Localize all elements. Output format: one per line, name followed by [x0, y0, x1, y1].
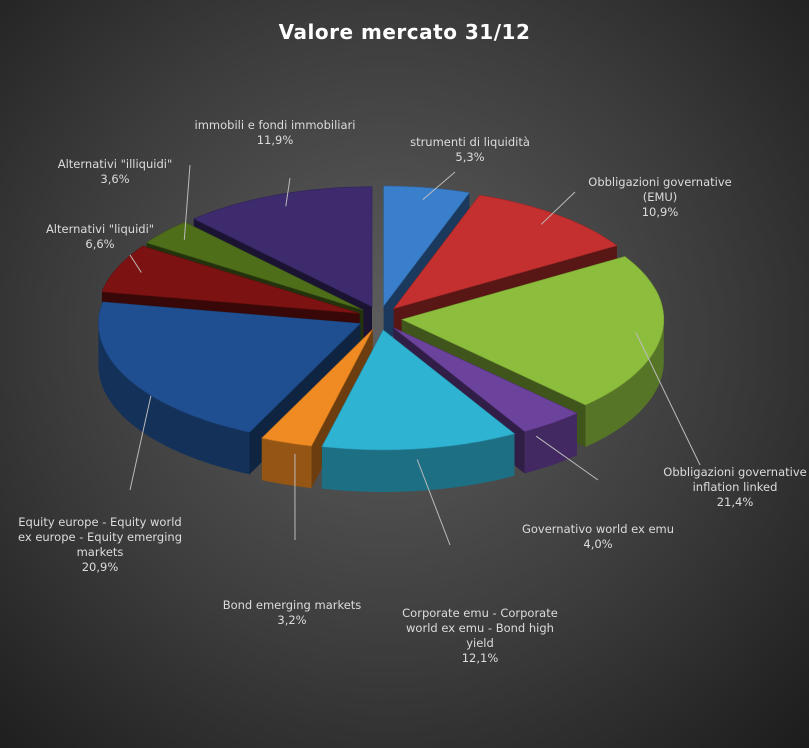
label-name: Obbligazioni governative inflation linke… — [663, 465, 807, 494]
data-label: Corporate emu - Corporate world ex emu -… — [395, 606, 565, 666]
slice — [101, 245, 360, 314]
data-label: strumenti di liquidità 5,3% — [385, 135, 555, 165]
label-value: 5,3% — [455, 150, 485, 164]
data-label: Obbligazioni governative (EMU) 10,9% — [575, 175, 745, 220]
slice — [98, 301, 362, 433]
slice — [400, 256, 665, 406]
data-label: Alternativi "illiquidi" 3,6% — [30, 157, 200, 187]
slice-side — [585, 319, 664, 447]
slice-side — [261, 438, 312, 489]
leader-line — [183, 164, 191, 240]
label-value: 12,1% — [461, 651, 499, 665]
label-value: 11,9% — [256, 133, 294, 147]
chart-title: Valore mercato 31/12 — [278, 20, 531, 44]
slice — [321, 329, 516, 451]
label-name: Bond emerging markets — [222, 598, 362, 612]
slice — [145, 221, 364, 311]
label-name: Obbligazioni governative (EMU) — [588, 175, 732, 204]
label-value: 3,6% — [100, 172, 130, 186]
label-name: Alternativi "illiquidi" — [57, 157, 173, 171]
slice — [192, 186, 373, 308]
label-name: Corporate emu - Corporate world ex emu -… — [402, 606, 558, 650]
leader-line — [416, 459, 451, 546]
slice — [393, 194, 618, 310]
label-value: 20,9% — [81, 560, 119, 574]
slice-side — [524, 413, 577, 474]
leader-line — [285, 177, 291, 207]
label-name: immobili e fondi immobiliari — [194, 118, 356, 132]
leader-line — [129, 395, 152, 491]
leader-line — [635, 332, 701, 466]
data-label: Equity europe - Equity world ex europe -… — [15, 515, 185, 575]
label-name: Governativo world ex emu — [521, 522, 675, 536]
label-value: 6,6% — [85, 237, 115, 251]
label-value: 21,4% — [716, 495, 754, 509]
slice — [383, 185, 470, 307]
leader-line — [535, 435, 599, 481]
label-value: 10,9% — [641, 205, 679, 219]
data-label: Obbligazioni governative inflation linke… — [650, 465, 809, 510]
data-label: Alternativi "liquidi" 6,6% — [15, 222, 185, 252]
data-label: immobili e fondi immobiliari 11,9% — [190, 118, 360, 148]
data-label: Governativo world ex emu 4,0% — [513, 522, 683, 552]
label-name: Equity europe - Equity world ex europe -… — [17, 515, 183, 559]
data-label: Bond emerging markets 3,2% — [207, 598, 377, 628]
label-value: 3,2% — [277, 613, 307, 627]
slice-side — [98, 323, 250, 475]
slice — [393, 327, 578, 432]
slice — [261, 329, 373, 447]
leader-line — [129, 254, 142, 273]
leader-line — [540, 191, 576, 225]
leader-line — [422, 171, 456, 200]
label-name: strumenti di liquidità — [410, 135, 530, 149]
label-value: 4,0% — [583, 537, 613, 551]
label-name: Alternativi "liquidi" — [45, 222, 155, 236]
